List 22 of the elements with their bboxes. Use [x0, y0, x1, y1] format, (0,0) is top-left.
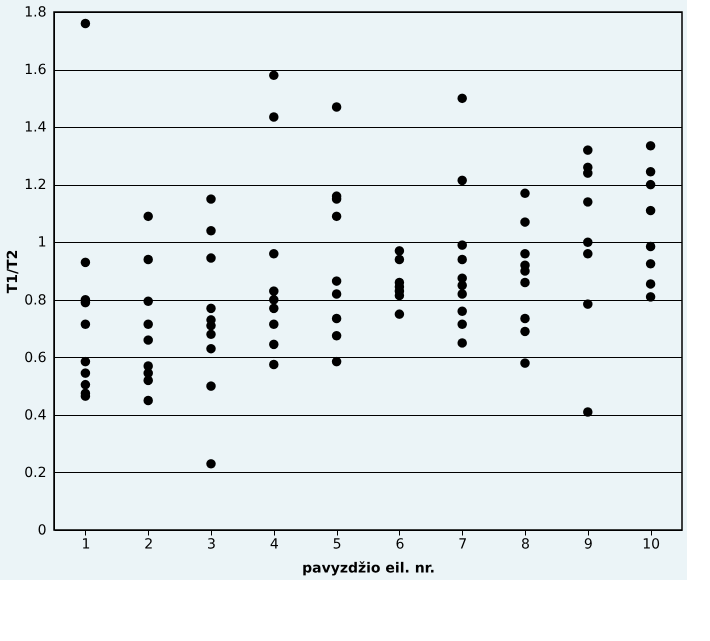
x-tick-label: 5 — [332, 536, 342, 552]
x-tick-label: 9 — [584, 536, 593, 552]
y-tick-label: 0.2 — [24, 464, 46, 481]
y-tick-label: 0.6 — [24, 350, 47, 366]
y-axis-title: T1/T2 — [5, 250, 22, 294]
y-tick-label: 0 — [38, 522, 46, 538]
y-tick-label: 1.6 — [24, 62, 47, 78]
y-tick-label: 1.4 — [24, 120, 47, 136]
x-tick-label: 10 — [642, 536, 660, 552]
y-tick-label: 0.8 — [24, 292, 46, 308]
y-tick-label: 0.4 — [24, 407, 47, 424]
x-tick-label: 8 — [521, 536, 530, 552]
x-tick-label: 3 — [207, 536, 216, 552]
x-tick-label: 2 — [144, 536, 154, 552]
x-tick-label: 4 — [270, 536, 279, 552]
x-axis-title: pavyzdžio eil. nr. — [302, 560, 435, 576]
x-tick-label: 7 — [458, 536, 468, 552]
y-tick-label: 1 — [38, 234, 46, 251]
x-tick-label: 6 — [395, 536, 404, 552]
y-tick-label: 1.2 — [24, 177, 46, 194]
y-tick-label: 1.8 — [24, 4, 46, 20]
x-tick-label: 1 — [81, 536, 90, 552]
